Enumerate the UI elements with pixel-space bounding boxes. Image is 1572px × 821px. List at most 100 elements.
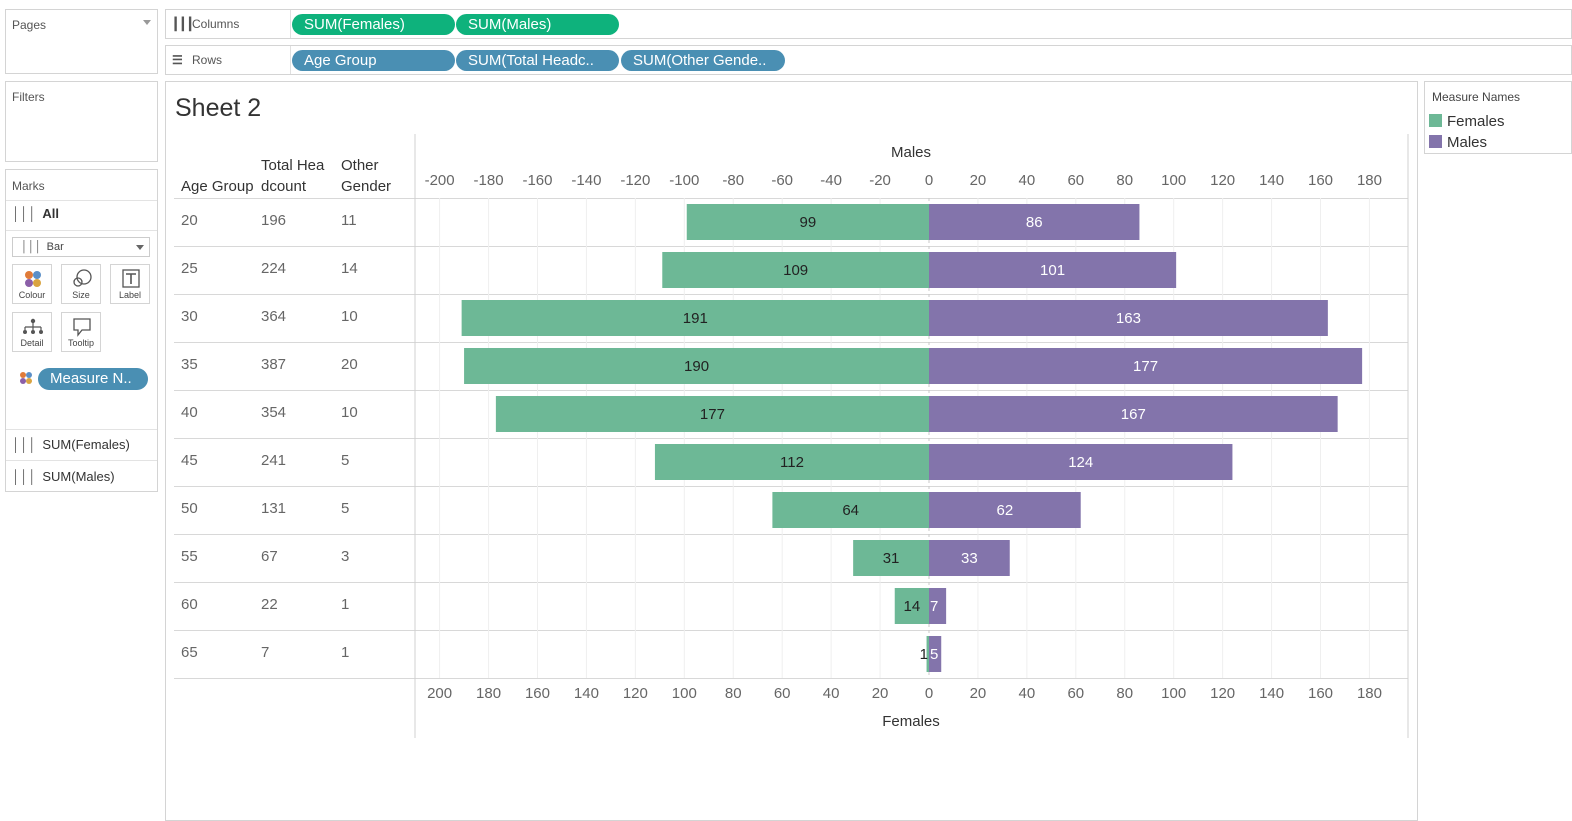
rows-pill-age-group[interactable]: Age Group — [292, 50, 455, 71]
data-label-females: 31 — [883, 550, 900, 567]
mark-type-select[interactable]: │││ Bar — [12, 237, 150, 257]
bar-males[interactable] — [929, 252, 1177, 288]
bar-females[interactable] — [654, 444, 929, 480]
top-axis-tick: 60 — [1067, 172, 1084, 189]
cell-age-group[interactable]: 65 — [181, 644, 198, 661]
row-divider — [174, 438, 1408, 439]
cell-total-headcount[interactable]: 387 — [261, 356, 287, 373]
cell-other-gender[interactable]: 5 — [341, 452, 350, 469]
measure-males-tab[interactable]: │││ SUM(Males) — [12, 469, 115, 484]
cell-age-group[interactable]: 45 — [181, 452, 198, 469]
cell-other-gender[interactable]: 10 — [341, 308, 358, 325]
data-label-males: 124 — [1068, 454, 1093, 471]
cell-total-headcount[interactable]: 364 — [261, 308, 287, 325]
cell-total-headcount[interactable]: 224 — [261, 260, 287, 277]
bar-females[interactable] — [686, 204, 929, 240]
cell-other-gender[interactable]: 5 — [341, 500, 350, 517]
top-axis-tick: 80 — [1116, 172, 1133, 189]
tooltip-button[interactable]: Tooltip — [61, 312, 101, 352]
cell-age-group[interactable]: 25 — [181, 260, 198, 277]
divider — [290, 46, 291, 74]
bar-females[interactable] — [461, 300, 929, 336]
bar-females[interactable] — [662, 252, 929, 288]
cell-total-headcount[interactable]: 22 — [261, 596, 278, 613]
cell-age-group[interactable]: 50 — [181, 500, 198, 517]
cell-age-group[interactable]: 20 — [181, 212, 198, 229]
bottom-axis-tick: 180 — [476, 685, 501, 702]
columns-shelf[interactable]: ┃┃┃Columns SUM(Females) SUM(Males) — [165, 9, 1572, 39]
rows-shelf[interactable]: ☰ Rows Age Group SUM(Total Headc.. SUM(Ot… — [165, 45, 1572, 75]
cell-total-headcount[interactable]: 7 — [261, 644, 270, 661]
label-button[interactable]: Label — [110, 264, 150, 304]
cell-total-headcount[interactable]: 241 — [261, 452, 287, 469]
cell-other-gender[interactable]: 10 — [341, 404, 358, 421]
data-label-males: 177 — [1133, 358, 1158, 375]
header-age-group[interactable]: Age Group — [181, 178, 254, 195]
cell-age-group[interactable]: 60 — [181, 596, 198, 613]
data-label-females: 14 — [904, 598, 921, 615]
columns-label: ┃┃┃Columns — [172, 10, 239, 38]
row-divider — [174, 342, 1408, 343]
rows-label: ☰ Rows — [172, 46, 222, 74]
detail-button[interactable]: Detail — [12, 312, 52, 352]
cell-other-gender[interactable]: 11 — [341, 212, 357, 229]
bar-icon: │││ — [12, 206, 37, 221]
bar-females[interactable] — [464, 348, 929, 384]
top-axis-tick: 0 — [925, 172, 933, 189]
cell-age-group[interactable]: 40 — [181, 404, 198, 421]
bar-males[interactable] — [929, 348, 1363, 384]
header-other-gender[interactable]: Other Gender — [341, 155, 391, 197]
rows-pill-total-headcount[interactable]: SUM(Total Headc.. — [456, 50, 619, 71]
cell-other-gender[interactable]: 20 — [341, 356, 358, 373]
cell-other-gender[interactable]: 1 — [341, 644, 350, 661]
bar-females[interactable] — [926, 636, 929, 672]
legend-item-males[interactable]: Males — [1429, 134, 1487, 151]
bar-females[interactable] — [772, 492, 929, 528]
bar-males[interactable] — [929, 636, 942, 672]
pill-label: SUM(Other Gende.. — [633, 52, 767, 69]
filters-card[interactable]: Filters — [5, 81, 158, 162]
bar-males[interactable] — [929, 492, 1081, 528]
top-axis-tick: -80 — [722, 172, 744, 189]
top-axis-tick: -100 — [669, 172, 699, 189]
bar-males[interactable] — [929, 300, 1328, 336]
measure-males-label: SUM(Males) — [42, 469, 115, 484]
bar-icon: │││ — [12, 469, 37, 484]
bar-females[interactable] — [894, 588, 929, 624]
row-divider — [174, 294, 1408, 295]
cell-age-group[interactable]: 30 — [181, 308, 198, 325]
measure-females-tab[interactable]: │││ SUM(Females) — [12, 437, 130, 452]
bar-males[interactable] — [929, 444, 1233, 480]
columns-pill-males[interactable]: SUM(Males) — [456, 14, 619, 35]
bar-males[interactable] — [929, 204, 1140, 240]
chevron-down-icon[interactable] — [143, 20, 151, 25]
measure-names-pill[interactable]: Measure N.. — [38, 368, 148, 390]
cell-total-headcount[interactable]: 354 — [261, 404, 287, 421]
bar-males[interactable] — [929, 396, 1338, 432]
header-other-line2: Gender — [341, 178, 392, 195]
bar-males[interactable] — [929, 588, 947, 624]
cell-other-gender[interactable]: 1 — [341, 596, 350, 613]
bar-males[interactable] — [929, 540, 1010, 576]
cell-age-group[interactable]: 35 — [181, 356, 198, 373]
cell-total-headcount[interactable]: 67 — [261, 548, 278, 565]
top-axis-tick: -20 — [869, 172, 891, 189]
top-axis-tick: 180 — [1357, 172, 1382, 189]
columns-pill-females[interactable]: SUM(Females) — [292, 14, 455, 35]
data-label-males: 7 — [930, 598, 938, 615]
size-button[interactable]: Size — [61, 264, 101, 304]
marks-all-tab[interactable]: │││ All — [12, 206, 59, 221]
cell-age-group[interactable]: 55 — [181, 548, 198, 565]
colour-button[interactable]: Colour — [12, 264, 52, 304]
cell-other-gender[interactable]: 14 — [341, 260, 358, 277]
pill-label: SUM(Females) — [304, 16, 405, 33]
bar-females[interactable] — [853, 540, 929, 576]
rows-pill-other-gender[interactable]: SUM(Other Gende.. — [621, 50, 785, 71]
header-total-headcount[interactable]: Total Hea dcount — [261, 155, 324, 197]
cell-other-gender[interactable]: 3 — [341, 548, 350, 565]
cell-total-headcount[interactable]: 196 — [261, 212, 287, 229]
pages-card[interactable]: Pages — [5, 9, 158, 74]
bar-females[interactable] — [495, 396, 929, 432]
legend-item-females[interactable]: Females — [1429, 113, 1505, 130]
cell-total-headcount[interactable]: 131 — [261, 500, 287, 517]
